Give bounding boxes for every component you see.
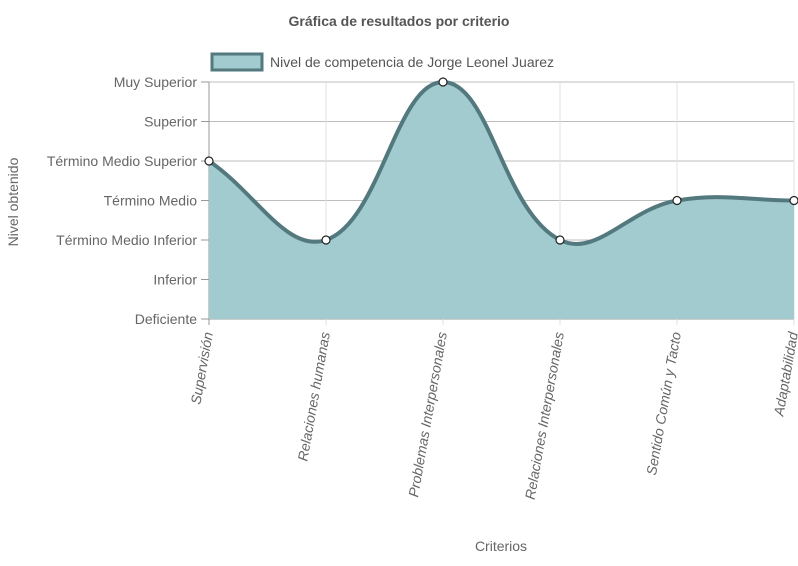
data-point[interactable] — [204, 156, 214, 166]
area-fill — [209, 82, 794, 319]
data-point[interactable] — [555, 235, 565, 245]
y-tick-label: Muy Superior — [114, 74, 198, 90]
x-axis-ticks: Supervisión Relaciones humanas Problemas I… — [187, 330, 798, 501]
data-points[interactable] — [204, 77, 798, 245]
y-tick-label: Término Medio — [104, 193, 198, 209]
data-point[interactable] — [789, 195, 798, 206]
x-tick-label: Adaptabilidad — [770, 330, 798, 419]
x-tick-label: Sentido Común y Tacto — [643, 331, 684, 477]
y-tick-label: Deficiente — [135, 311, 197, 327]
chart-title: Gráfica de resultados por criterio — [289, 13, 510, 29]
y-tick-label: Superior — [144, 114, 197, 130]
x-tick-label: Relaciones Interpersonales — [522, 331, 567, 501]
y-axis-ticks: Deficiente Inferior Término Medio Inferior… — [47, 74, 209, 327]
y-tick-label: Término Medio Inferior — [56, 232, 197, 248]
y-tick-label: Término Medio Superior — [47, 153, 198, 169]
y-axis-title: Nivel obtenido — [5, 157, 21, 246]
legend[interactable]: Nivel de competencia de Jorge Leonel Jua… — [210, 52, 554, 72]
data-point[interactable] — [321, 235, 331, 245]
x-tick-label: Relaciones humanas — [294, 331, 332, 463]
x-axis-title: Criterios — [475, 538, 527, 554]
y-tick-label: Inferior — [153, 272, 197, 288]
x-tick-label: Supervisión — [187, 331, 215, 406]
legend-swatch — [210, 52, 264, 72]
x-tick-label: Problemas Interpersonales — [405, 331, 450, 499]
data-point[interactable] — [672, 195, 682, 206]
data-point[interactable] — [438, 77, 448, 87]
legend-label: Nivel de competencia de Jorge Leonel Jua… — [270, 54, 554, 70]
